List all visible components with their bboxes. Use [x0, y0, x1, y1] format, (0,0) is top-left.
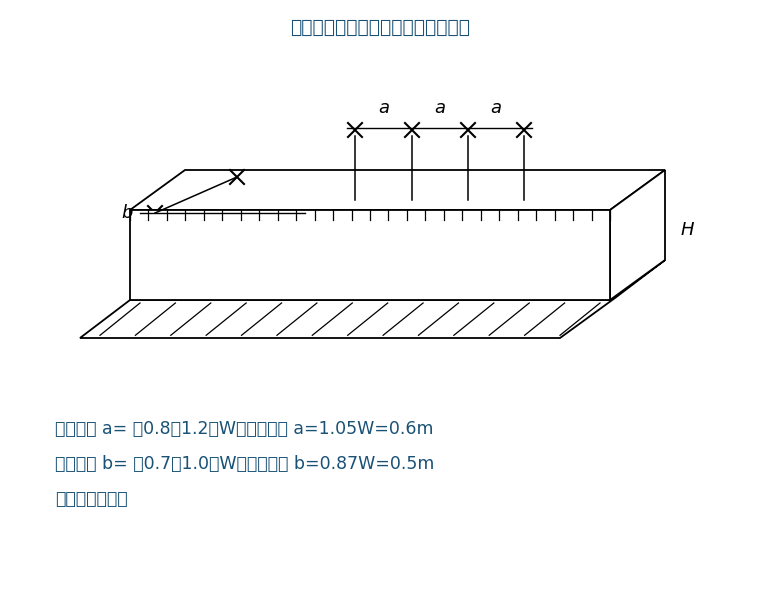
Text: b: b: [122, 204, 133, 222]
Text: H: H: [680, 221, 694, 239]
Polygon shape: [130, 170, 665, 210]
Text: a: a: [435, 99, 445, 117]
Text: a: a: [490, 99, 502, 117]
Polygon shape: [80, 260, 665, 338]
Text: 炮孔采用多排式布置，如下图所示：: 炮孔采用多排式布置，如下图所示：: [290, 18, 470, 37]
Polygon shape: [130, 210, 610, 300]
Text: 炮孔排距 b= （0.7～1.0）W，取平均值 b=0.87W=0.5m: 炮孔排距 b= （0.7～1.0）W，取平均值 b=0.87W=0.5m: [55, 455, 435, 473]
Polygon shape: [610, 170, 665, 300]
Text: 炮孔间距 a= （0.8～1.2）W，取平均值 a=1.05W=0.6m: 炮孔间距 a= （0.8～1.2）W，取平均值 a=1.05W=0.6m: [55, 420, 433, 438]
Text: a: a: [378, 99, 389, 117]
Text: 每孔用药量计算: 每孔用药量计算: [55, 490, 128, 508]
